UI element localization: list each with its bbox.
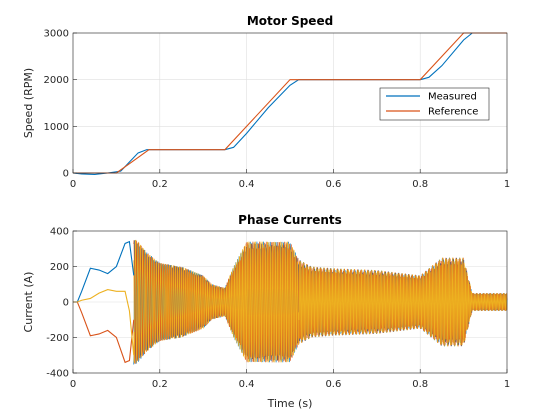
speed-ticks: 0 0.2 0.4 0.6 0.8 1 0 1000 2000 3000 bbox=[44, 29, 511, 191]
current-chart-title: Phase Currents bbox=[238, 213, 342, 227]
current-series-phase-3 bbox=[73, 288, 135, 356]
current-series-phase-2 bbox=[73, 301, 135, 364]
current-x-tick-label: 0.8 bbox=[412, 379, 428, 390]
speed-x-tick-label: 0.6 bbox=[325, 179, 341, 190]
speed-x-tick-label: 0.8 bbox=[412, 179, 428, 190]
current-y-tick-label: 400 bbox=[50, 227, 69, 238]
current-x-tick-label: 0.6 bbox=[325, 379, 341, 390]
legend-measured-label: Measured bbox=[428, 92, 477, 103]
speed-series-reference bbox=[73, 32, 507, 174]
speed-plot-frame bbox=[72, 32, 508, 174]
current-x-tick-label: 0.2 bbox=[152, 379, 168, 390]
current-ticks: 0 0.2 0.4 0.6 0.8 1 -400 -200 0 200 400 bbox=[46, 227, 510, 391]
speed-x-tick-label: 0.4 bbox=[239, 179, 255, 190]
current-series bbox=[73, 239, 508, 365]
legend: Measured Reference bbox=[379, 87, 490, 121]
speed-y-tick-label: 0 bbox=[63, 169, 69, 180]
current-axes: Phase Currents Current (A) Time (s) 0 0.2… bbox=[22, 213, 510, 410]
speed-chart-title: Motor Speed bbox=[247, 14, 333, 28]
speed-x-tick-label: 0.2 bbox=[152, 179, 168, 190]
current-x-tick-label: 0.4 bbox=[239, 379, 255, 390]
current-y-tick-label: 0 bbox=[63, 298, 69, 309]
speed-axes: Motor Speed Speed (RPM) 0 0.2 0.4 0.6 0.8 1 0 1… bbox=[22, 14, 510, 190]
phase-current-oscillation bbox=[133, 239, 508, 364]
legend-box bbox=[379, 87, 490, 121]
current-y-tick-label: -400 bbox=[46, 369, 69, 380]
speed-series bbox=[72, 32, 507, 175]
speed-x-tick-label: 0 bbox=[70, 179, 76, 190]
speed-x-tick-label: 1 bbox=[504, 179, 510, 190]
current-y-axis-label: Current (A) bbox=[22, 272, 35, 333]
current-x-tick-label: 1 bbox=[504, 379, 510, 390]
speed-series-measured bbox=[72, 32, 507, 175]
speed-y-tick-label: 2000 bbox=[44, 75, 69, 86]
speed-y-tick-label: 1000 bbox=[44, 122, 69, 133]
speed-y-axis-label: Speed (RPM) bbox=[22, 68, 35, 138]
current-y-tick-label: -200 bbox=[46, 333, 69, 344]
legend-reference-label: Reference bbox=[428, 107, 478, 118]
current-series-phase-1 bbox=[73, 240, 135, 303]
current-y-tick-label: 200 bbox=[50, 262, 69, 273]
speed-y-tick-label: 3000 bbox=[44, 29, 69, 40]
current-x-tick-label: 0 bbox=[70, 379, 76, 390]
time-x-axis-label: Time (s) bbox=[267, 397, 313, 410]
